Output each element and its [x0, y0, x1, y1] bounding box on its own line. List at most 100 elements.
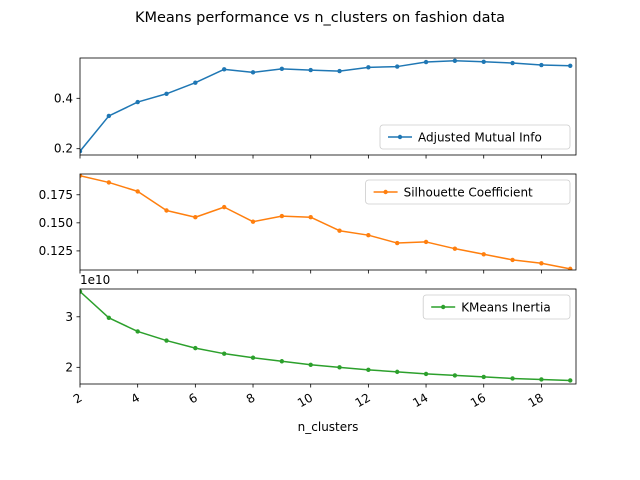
data-point	[80, 289, 83, 294]
x-tick-label: 6	[186, 390, 200, 406]
x-tick-label: 14	[410, 390, 430, 410]
data-point	[80, 174, 83, 178]
data-point	[395, 64, 400, 69]
data-point	[423, 59, 429, 65]
data-point	[308, 67, 313, 73]
data-point	[135, 99, 140, 105]
data-point	[395, 369, 400, 375]
y-offset-label: 1e10	[80, 273, 110, 287]
y-tick-label: 0.150	[39, 216, 73, 230]
chart-panels: 0.2 0.4 Adjusted Mutual Info 0.125 0.150 0.17…	[39, 57, 577, 388]
x-tick-label: 2	[71, 390, 85, 406]
data-point	[164, 208, 169, 213]
x-axis: 2 4 6 8 10 12 14 16 18	[71, 390, 546, 410]
legend-marker	[397, 134, 403, 140]
data-point	[366, 65, 371, 70]
axes-frame	[79, 57, 577, 156]
data-point	[164, 338, 169, 343]
panel-3: 2 3 1e10 KMeans Inertia	[65, 273, 577, 388]
legend-label: KMeans Inertia	[461, 301, 550, 315]
legend-marker	[441, 304, 446, 310]
data-point	[279, 359, 285, 364]
legend: Silhouette Coefficient	[365, 179, 571, 205]
data-point	[106, 180, 112, 185]
data-point	[250, 219, 256, 224]
data-point	[395, 240, 400, 246]
data-point	[423, 371, 429, 377]
data-point	[337, 228, 342, 233]
data-point	[510, 376, 515, 381]
data-point	[510, 257, 515, 263]
data-point	[539, 261, 544, 266]
data-point	[106, 113, 112, 119]
data-point	[510, 60, 515, 66]
data-point	[337, 68, 342, 74]
axes-frame	[79, 288, 577, 385]
legend-marker	[383, 189, 388, 195]
data-point	[135, 329, 140, 334]
data-point	[221, 67, 227, 72]
data-point	[452, 373, 458, 378]
data-point	[308, 362, 313, 367]
legend-label: Adjusted Mutual Info	[418, 131, 542, 145]
panel-2: 0.125 0.150 0.175 Silhouette Coefficient	[39, 173, 577, 274]
data-point	[568, 378, 573, 383]
legend-box	[379, 124, 571, 150]
data-point	[539, 377, 544, 382]
series-2	[80, 289, 573, 383]
series-0	[80, 58, 573, 154]
data-point	[481, 374, 486, 380]
x-tick-label: 18	[526, 390, 546, 410]
series-1	[80, 174, 573, 270]
y-tick-label: 0.4	[54, 91, 73, 105]
data-point	[539, 62, 544, 68]
x-tick-label: 10	[295, 390, 315, 410]
data-point	[366, 232, 371, 238]
data-point	[80, 149, 83, 154]
x-tick-label: 8	[244, 390, 258, 406]
data-point	[250, 355, 256, 360]
x-tick-label: 12	[353, 390, 373, 410]
data-point	[481, 252, 486, 257]
data-point	[221, 351, 227, 356]
data-point	[193, 215, 198, 220]
legend-label: Silhouette Coefficient	[404, 186, 533, 200]
data-point	[279, 66, 285, 72]
data-point	[308, 215, 313, 220]
legend-box	[365, 179, 571, 205]
data-point	[452, 58, 458, 63]
data-point	[481, 59, 486, 64]
data-point	[106, 315, 112, 321]
data-point	[221, 204, 227, 210]
data-point	[366, 367, 371, 373]
x-axis-label: n_clusters	[298, 420, 359, 434]
y-tick-label: 2	[65, 360, 73, 374]
y-tick-label: 0.125	[39, 244, 73, 258]
figure-title: KMeans performance vs n_clusters on fash…	[135, 10, 505, 26]
panel-1: 0.2 0.4 Adjusted Mutual Info	[54, 57, 577, 159]
series-line	[80, 290, 571, 382]
x-tick-label: 16	[468, 390, 488, 410]
series-line	[80, 60, 571, 152]
data-point	[250, 70, 256, 75]
legend: Adjusted Mutual Info	[379, 124, 571, 150]
x-tick-label: 4	[129, 390, 143, 406]
data-point	[452, 246, 458, 251]
y-tick-label: 0.2	[54, 142, 73, 156]
series-line	[80, 174, 571, 270]
y-tick-label: 0.175	[39, 188, 73, 202]
data-point	[164, 91, 169, 96]
data-point	[279, 213, 285, 219]
data-point	[337, 365, 342, 370]
data-point	[193, 80, 198, 85]
legend-box	[422, 294, 571, 320]
legend: KMeans Inertia	[422, 294, 571, 320]
axes-frame	[79, 173, 577, 271]
data-point	[423, 239, 429, 245]
y-tick-label: 3	[65, 310, 73, 324]
data-point	[193, 345, 198, 351]
data-point	[568, 63, 573, 69]
data-point	[568, 266, 573, 270]
data-point	[135, 189, 140, 194]
